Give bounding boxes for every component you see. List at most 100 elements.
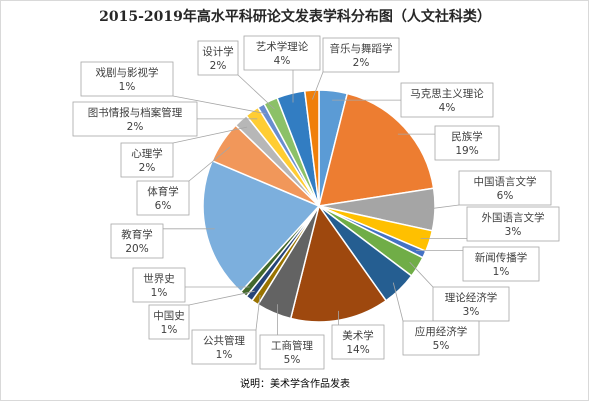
leader-line: [312, 71, 324, 100]
slice-13: [202, 159, 321, 293]
slice-percent: 3%: [505, 226, 522, 238]
slice-percent: 4%: [274, 55, 291, 67]
slice-percent: 1%: [493, 266, 510, 278]
callout-3: 中国语言文学 6%: [458, 170, 552, 206]
slice-8: [289, 204, 388, 323]
slice-2: [317, 92, 435, 207]
chart-title: 2015-2019年高水平科研论文发表学科分布图（人文社科类）: [99, 8, 491, 25]
callout-6: 理论经济学 3%: [432, 286, 510, 322]
leader-line: [425, 204, 460, 210]
callout-11: 中国史 1%: [148, 304, 190, 340]
slice-percent: 1%: [161, 324, 178, 336]
callout-box: [72, 101, 198, 137]
callout-box: [259, 334, 325, 370]
slice-label: 音乐与舞蹈学: [330, 42, 393, 55]
callout-8: 美术学 14%: [331, 324, 385, 360]
slice-label: 应用经济学: [415, 325, 468, 338]
callout-4: 外国语言文学 3%: [466, 206, 560, 242]
slice-label: 理论经济学: [445, 291, 498, 304]
slice-percent: 6%: [497, 190, 514, 202]
slice-label: 图书情报与档案管理: [88, 106, 183, 119]
callout-box: [110, 223, 164, 259]
slice-label: 教育学: [121, 228, 153, 241]
callout-box: [243, 35, 321, 71]
callout-box: [331, 324, 385, 360]
callout-box: [191, 329, 257, 365]
slice-label: 中国史: [153, 309, 185, 322]
callout-box: [432, 286, 510, 322]
callout-box: [132, 267, 186, 303]
callout-20: 音乐与舞蹈学 2%: [322, 37, 400, 73]
leader-line: [172, 95, 266, 114]
pie-slices: [202, 89, 436, 323]
callout-box: [400, 82, 494, 118]
leader-line: [409, 261, 434, 288]
callout-9: 工商管理 5%: [259, 334, 325, 370]
slice-percent: 14%: [346, 344, 369, 356]
slice-percent: 1%: [119, 81, 136, 93]
callout-7: 应用经济学 5%: [402, 320, 480, 356]
slice-percent: 3%: [463, 306, 480, 318]
slice-percent: 4%: [439, 102, 456, 114]
callout-2: 民族学 19%: [434, 125, 500, 161]
slice-label: 马克思主义理论: [410, 87, 484, 100]
data-callouts: 马克思主义理论 4% 民族学 19% 中国语言文学 6% 外国语言文学 3% 新闻传播学 1% 理论…: [72, 35, 560, 370]
slice-label: 工商管理: [271, 339, 313, 352]
leader-line: [237, 74, 275, 110]
leader-line: [172, 126, 248, 144]
slice-label: 中国语言文学: [474, 175, 537, 188]
slice-percent: 5%: [433, 340, 450, 352]
slice-percent: 5%: [284, 354, 301, 366]
slice-percent: 1%: [151, 287, 168, 299]
slice-label: 外国语言文学: [482, 211, 545, 224]
slice-label: 戏剧与影视学: [96, 66, 159, 79]
callout-box: [434, 125, 500, 161]
callout-12: 世界史 1%: [132, 267, 186, 303]
slice-label: 新闻传播学: [475, 251, 528, 264]
callout-box: [136, 180, 190, 216]
slice-label: 心理学: [131, 147, 163, 160]
slice-percent: 6%: [155, 200, 172, 212]
slice-percent: 2%: [127, 121, 144, 133]
callout-18: 设计学 2%: [197, 40, 239, 76]
slice-label: 体育学: [147, 185, 179, 198]
slice-label: 美术学: [342, 329, 374, 342]
slice-20: [303, 89, 320, 207]
slice-percent: 19%: [455, 145, 478, 157]
callout-19: 艺术学理论 4%: [243, 35, 321, 71]
slice-label: 设计学: [202, 45, 234, 58]
callout-box: [197, 40, 239, 76]
slice-label: 公共管理: [203, 334, 245, 347]
leader-line: [255, 294, 261, 331]
chart-note: 说明：美术学含作品发表: [240, 377, 350, 390]
callout-box: [322, 37, 400, 73]
callout-13: 教育学 20%: [110, 223, 164, 259]
callout-17: 戏剧与影视学 1%: [80, 61, 174, 97]
callout-box: [148, 304, 190, 340]
callout-10: 公共管理 1%: [191, 329, 257, 365]
callout-15: 心理学 2%: [120, 142, 174, 178]
callout-box: [120, 142, 174, 178]
callout-1: 马克思主义理论 4%: [400, 82, 494, 118]
callout-box: [80, 61, 174, 97]
slice-percent: 2%: [353, 57, 370, 69]
callout-box: [458, 170, 552, 206]
callout-box: [466, 206, 560, 242]
slice-label: 世界史: [143, 273, 175, 285]
callout-14: 体育学 6%: [136, 180, 190, 216]
slice-percent: 20%: [125, 243, 148, 255]
callout-box: [402, 320, 480, 356]
slice-percent: 2%: [139, 162, 156, 174]
leader-line: [188, 146, 231, 182]
slice-percent: 2%: [210, 60, 227, 72]
slice-label: 艺术学理论: [256, 40, 309, 53]
slice-label: 民族学: [451, 130, 483, 143]
leader-line: [188, 290, 255, 306]
callout-box: [462, 246, 540, 282]
callout-5: 新闻传播学 1%: [462, 246, 540, 282]
leader-lines: [163, 70, 467, 335]
leader-line: [392, 282, 404, 322]
slice-percent: 1%: [216, 349, 233, 361]
